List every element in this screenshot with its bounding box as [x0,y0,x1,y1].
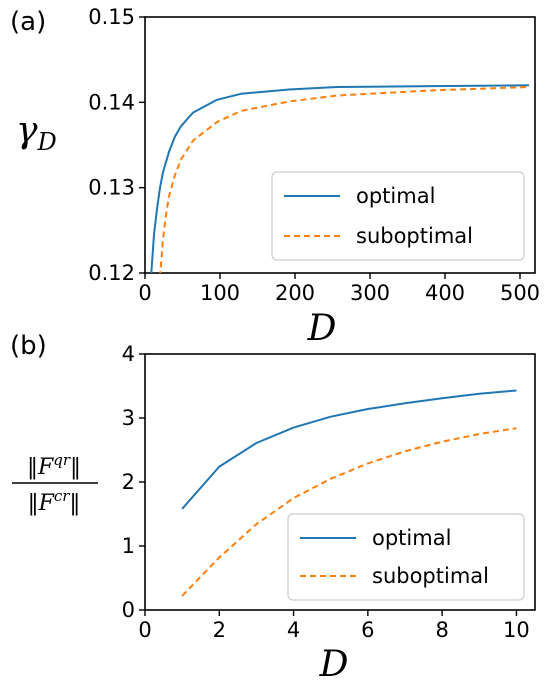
panel-a-x-tick-label: 500 [500,281,540,305]
panel-b-legend-optimal-label: optimal [372,526,451,550]
panel-b-ylabel-numerator: ‖Fqr‖ [27,451,81,480]
panel-b-legend-suboptimal-label: suboptimal [372,564,489,588]
panel-a-legend-suboptimal-label: suboptimal [356,224,473,248]
panel-b-series [181,389,517,597]
panel-b-ylabel: ‖Fqr‖ ‖Fcr‖ [12,451,98,516]
panel-a-series [150,84,530,273]
panel-a-legend-optimal-label: optimal [356,184,435,208]
panel-a-y-tick-label: 0.15 [88,5,135,29]
panel-b-legend: optimal suboptimal [287,513,525,601]
panel-a-xlabel: D [307,308,337,349]
panel-a-legend: optimal suboptimal [271,171,525,261]
panel-b-series-suboptimal [181,427,517,597]
panel-b-y-tick-label: 3 [122,406,135,430]
panel-a-x-tick-label: 400 [425,281,465,305]
panel-b-xlabel: D [319,644,349,685]
panel-a-x-tick-label: 0 [138,281,151,305]
panel-a-y-tick-label: 0.14 [88,90,135,114]
panel-b-label: (b) [10,331,47,361]
panel-a-ylabel: γD [16,110,57,156]
panel-a-series-suboptimal [159,86,530,273]
panel-b-x-tick-label: 0 [138,618,151,642]
panel-a-x-tick-label: 200 [275,281,315,305]
panel-b-x-tick-label: 8 [435,618,448,642]
panel-a-y-tick-label: 0.13 [88,176,135,200]
panel-b-x-ticks: 0 2 4 6 8 10 [138,610,530,642]
panel-a-y-ticks: 0.12 0.13 0.14 0.15 [88,5,145,285]
panel-b-y-tick-label: 4 [122,342,135,366]
panel-a-legend-box [271,171,525,261]
panel-a-x-tick-label: 100 [200,281,240,305]
panel-b-x-tick-label: 2 [213,618,226,642]
panel-b-x-tick-label: 10 [503,618,530,642]
panel-b: (b) 0 2 4 6 8 10 0 1 2 3 4 ‖Fqr‖ ‖Fcr‖ D optimal … [10,331,536,685]
panel-b-x-tick-label: 6 [361,618,374,642]
panel-a-y-tick-label: 0.12 [88,261,135,285]
panel-b-y-ticks: 0 1 2 3 4 [122,342,145,622]
panel-b-ylabel-denominator: ‖Fcr‖ [28,487,81,516]
panel-b-legend-box [287,513,525,601]
panel-b-y-tick-label: 1 [122,534,135,558]
panel-a-x-ticks: 0 100 200 300 400 500 [138,273,540,305]
panel-a-frame [144,16,536,274]
panel-a: (a) 0 100 200 300 400 500 0.12 0.13 0.14 0.15 γD… [10,5,540,349]
panel-b-x-tick-label: 4 [287,618,300,642]
panel-b-y-tick-label: 0 [122,598,135,622]
panel-b-series-optimal [181,389,517,510]
panel-a-x-tick-label: 300 [350,281,390,305]
panel-a-series-optimal [150,84,530,273]
panel-a-label: (a) [10,7,46,37]
panel-b-y-tick-label: 2 [122,470,135,494]
